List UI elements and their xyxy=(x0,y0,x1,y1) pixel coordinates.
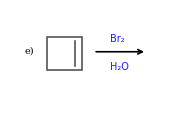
Bar xyxy=(47,37,82,71)
Text: H₂O: H₂O xyxy=(110,61,129,71)
Text: Br₂: Br₂ xyxy=(110,33,125,43)
Text: e): e) xyxy=(24,46,34,55)
